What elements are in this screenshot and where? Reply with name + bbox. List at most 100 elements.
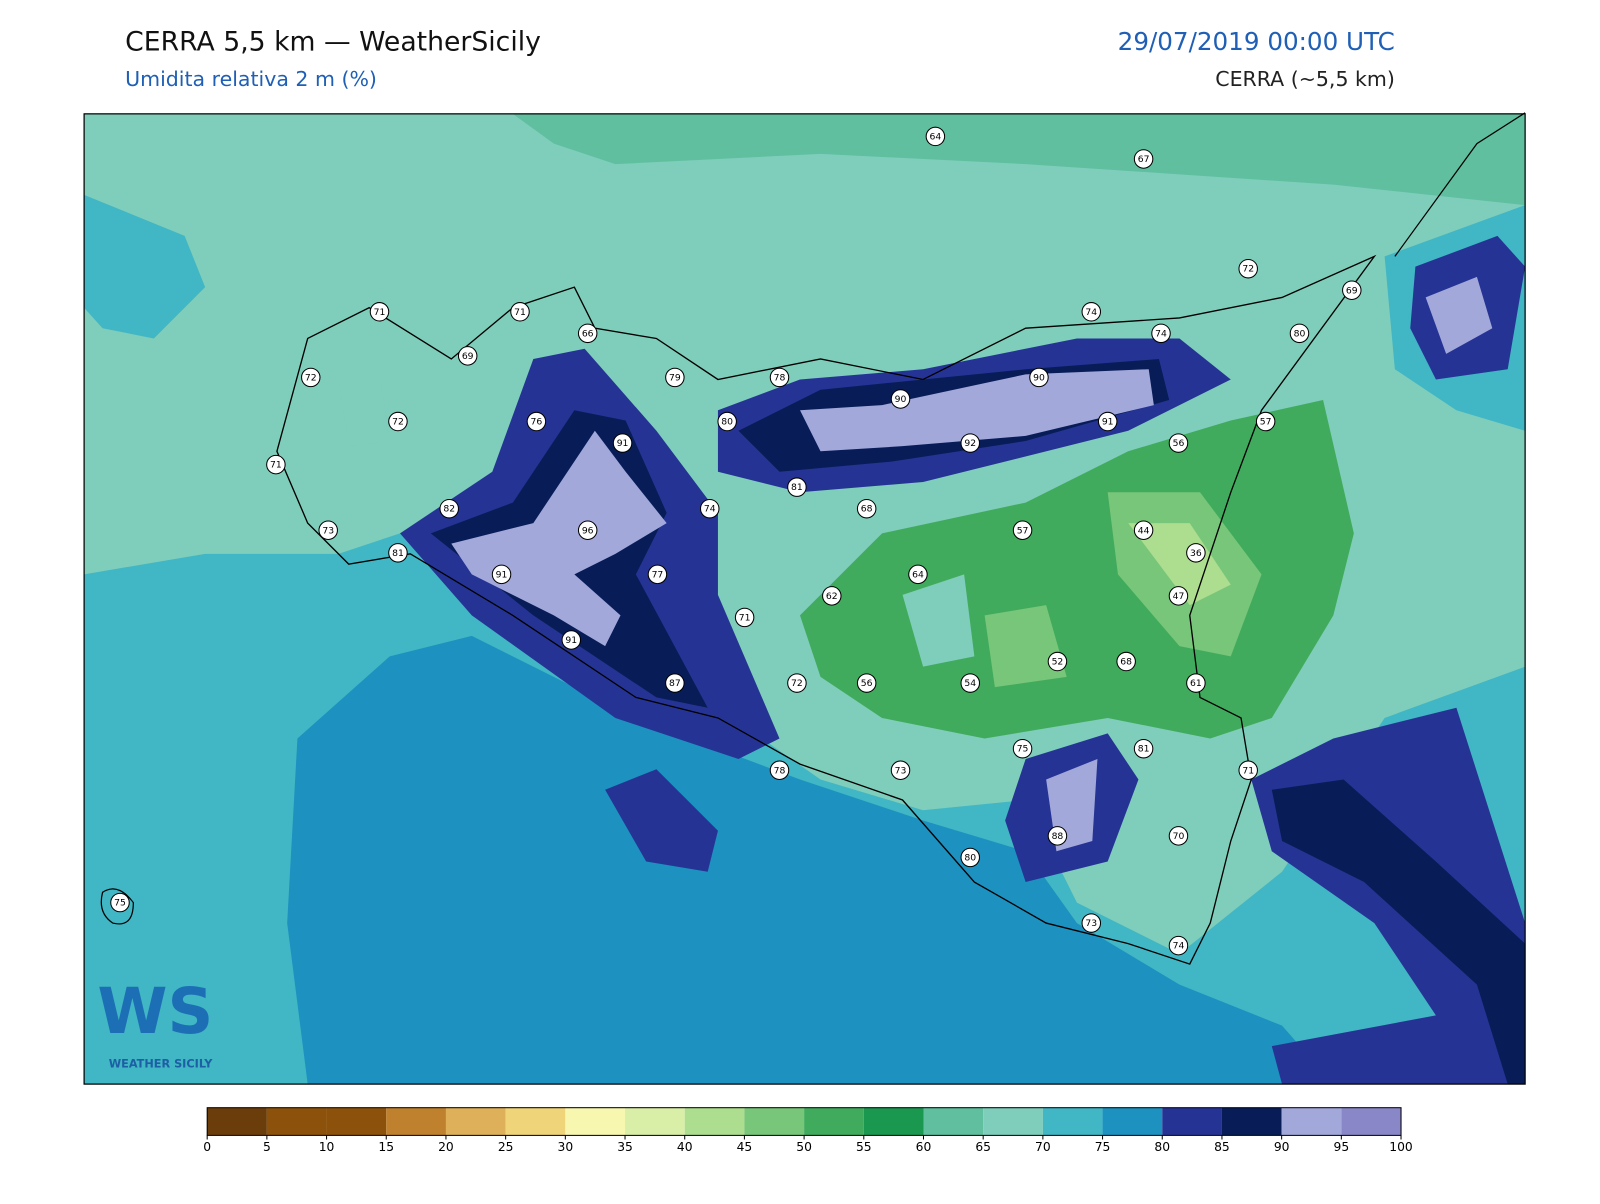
station-value: 69: [1346, 285, 1358, 296]
station-marker: [1116, 651, 1136, 672]
station-value: 74: [1155, 328, 1167, 339]
date: 29/07/2019 00:00 UTC: [1118, 27, 1395, 56]
station-value: 87: [669, 678, 681, 689]
band-85: [1271, 779, 1526, 1085]
colorbar-tick-label: 25: [498, 1140, 514, 1154]
band-80: [605, 769, 718, 872]
station-marker: [769, 367, 790, 388]
station-value: 75: [114, 898, 126, 909]
station-marker: [1238, 258, 1258, 279]
colorbar-tick-label: 100: [1389, 1140, 1412, 1154]
colorbar-tick-label: 90: [1274, 1140, 1290, 1154]
colorbar-tick-label: 75: [1095, 1140, 1111, 1154]
station-value: 75: [1017, 744, 1029, 755]
station-value: 68: [861, 504, 873, 515]
station-marker: [388, 411, 408, 432]
colorbar-tick-label: 60: [916, 1140, 932, 1154]
station-value: 82: [443, 504, 455, 515]
station-value: 56: [861, 678, 873, 689]
calabria-coast: [1394, 112, 1526, 257]
station-value: 76: [531, 417, 543, 428]
colorbar-tick-label: 45: [737, 1140, 753, 1154]
colorbar-tick-label: 80: [1154, 1140, 1170, 1154]
band-60: [512, 113, 1526, 206]
station-marker: [577, 323, 598, 344]
station-marker: [1168, 935, 1189, 956]
colorbar-swatch: [1042, 1107, 1103, 1136]
station-value: 91: [1102, 417, 1114, 428]
station-marker: [647, 564, 668, 585]
colorbar-swatch: [565, 1107, 626, 1136]
station-value: 74: [1085, 307, 1097, 318]
station-value: 70: [1173, 831, 1185, 842]
station-marker: [510, 302, 530, 322]
station-marker: [822, 586, 842, 606]
station-value: 47: [1173, 591, 1185, 602]
station-value: 81: [392, 548, 404, 559]
station-marker: [526, 411, 547, 432]
colorbar-swatch: [1102, 1107, 1163, 1136]
colorbar-swatch: [1162, 1107, 1222, 1136]
station-value: 71: [270, 460, 282, 471]
sicily-coast: [276, 254, 1377, 965]
station-marker: [856, 673, 877, 693]
station-marker: [925, 126, 946, 147]
colorbar-tick-label: 50: [796, 1140, 812, 1154]
colorbar-swatch: [804, 1107, 864, 1136]
station-value: 78: [774, 372, 786, 383]
station-value: 80: [721, 417, 733, 428]
colorbar-tick-label: 40: [677, 1140, 693, 1154]
band-65: [902, 574, 975, 667]
station-value: 91: [617, 438, 629, 449]
colorbar-tick-label: 20: [438, 1140, 454, 1154]
station-value: 72: [791, 678, 803, 689]
colorbar-tick-label: 15: [378, 1140, 394, 1154]
colorbar-tick-label: 0: [203, 1140, 211, 1154]
map-frame: [83, 113, 1526, 1085]
station-marker: [1255, 411, 1276, 432]
station-value: 57: [1260, 417, 1272, 428]
station-marker: [1081, 302, 1102, 322]
station-marker: [1012, 520, 1033, 540]
station-value: 91: [565, 635, 577, 646]
station-marker: [1186, 543, 1206, 563]
station-value: 66: [582, 328, 594, 339]
station-marker: [787, 477, 807, 497]
station-value: 96: [582, 525, 594, 536]
station-value: 77: [652, 569, 664, 580]
station-marker: [1133, 738, 1154, 759]
station-value: 73: [1085, 918, 1097, 929]
station-value: 88: [1052, 831, 1064, 842]
station-value: 71: [514, 307, 526, 318]
station-value: 71: [374, 307, 386, 318]
colorbar-swatch: [625, 1107, 685, 1136]
station-marker: [1186, 673, 1206, 693]
station-value: 36: [1190, 548, 1202, 559]
colorbar-swatch: [1281, 1107, 1342, 1136]
band-75: [287, 635, 1334, 1085]
station-value: 54: [964, 678, 976, 689]
station-value: 81: [791, 482, 803, 493]
station-marker: [301, 367, 321, 388]
station-value: 90: [895, 394, 907, 405]
station-marker: [1133, 149, 1154, 169]
colorbar-swatch: [207, 1107, 267, 1136]
station-marker: [439, 498, 459, 519]
colorbar-tick-label: 95: [1334, 1140, 1350, 1154]
band-90: [1425, 276, 1493, 354]
station-value: 74: [1173, 941, 1185, 952]
station-value: 91: [496, 569, 508, 580]
station-value: 64: [912, 569, 924, 580]
station-marker: [1133, 520, 1154, 540]
colorbar-tick-label: 5: [263, 1140, 271, 1154]
station-marker: [769, 760, 790, 780]
colorbar-tick-label: 85: [1214, 1140, 1230, 1154]
station-marker: [960, 847, 980, 868]
station-marker: [1151, 323, 1171, 344]
colorbar-swatch: [266, 1107, 327, 1136]
station-value: 73: [895, 765, 907, 776]
colorbar-swatch: [983, 1107, 1043, 1136]
station-marker: [266, 454, 286, 475]
station-value: 69: [462, 351, 474, 362]
station-marker: [457, 346, 478, 366]
